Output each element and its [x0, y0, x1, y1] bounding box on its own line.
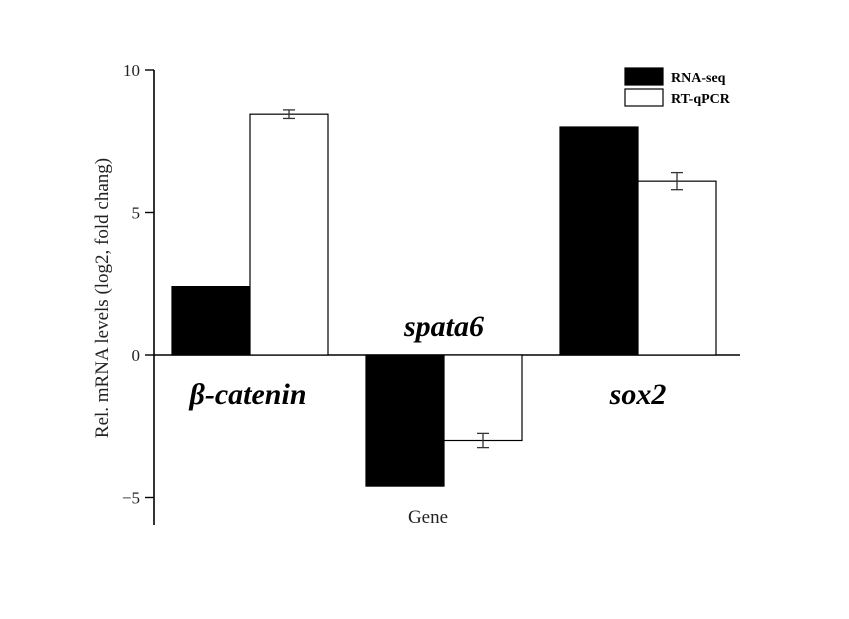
bar-rt-qpcr-0 — [249, 113, 329, 356]
error-bars — [283, 109, 683, 449]
category-label-1: spata6 — [403, 310, 484, 343]
bar-rna-seq-0 — [171, 286, 251, 356]
bars — [171, 113, 717, 487]
x-axis-label: Gene — [408, 507, 448, 528]
y-tick-label: 0 — [132, 346, 141, 365]
legend-label-0: RNA-seq — [671, 71, 726, 86]
category-label-2: sox2 — [609, 378, 667, 411]
bar-rt-qpcr-1 — [443, 354, 523, 442]
category-labels: β-catenin spata6 sox2 — [188, 310, 666, 411]
category-label-0: β-catenin — [188, 378, 306, 411]
y-ticks: −5 0 5 10 — [122, 61, 154, 508]
y-tick-label: 5 — [132, 204, 141, 223]
y-axis-label: Rel. mRNA levels (log2, fold chang) — [92, 158, 113, 438]
legend-swatch-0 — [624, 67, 664, 86]
bar-rna-seq-1 — [365, 354, 445, 487]
bar-rt-qpcr-2 — [637, 180, 717, 356]
y-tick-label: 10 — [123, 61, 140, 80]
legend-swatch-1 — [624, 88, 664, 107]
y-tick-label: −5 — [122, 489, 140, 508]
legend-label-1: RT-qPCR — [671, 92, 731, 107]
legend: RNA-seq RT-qPCR — [624, 67, 731, 107]
bar-rna-seq-2 — [559, 126, 639, 356]
